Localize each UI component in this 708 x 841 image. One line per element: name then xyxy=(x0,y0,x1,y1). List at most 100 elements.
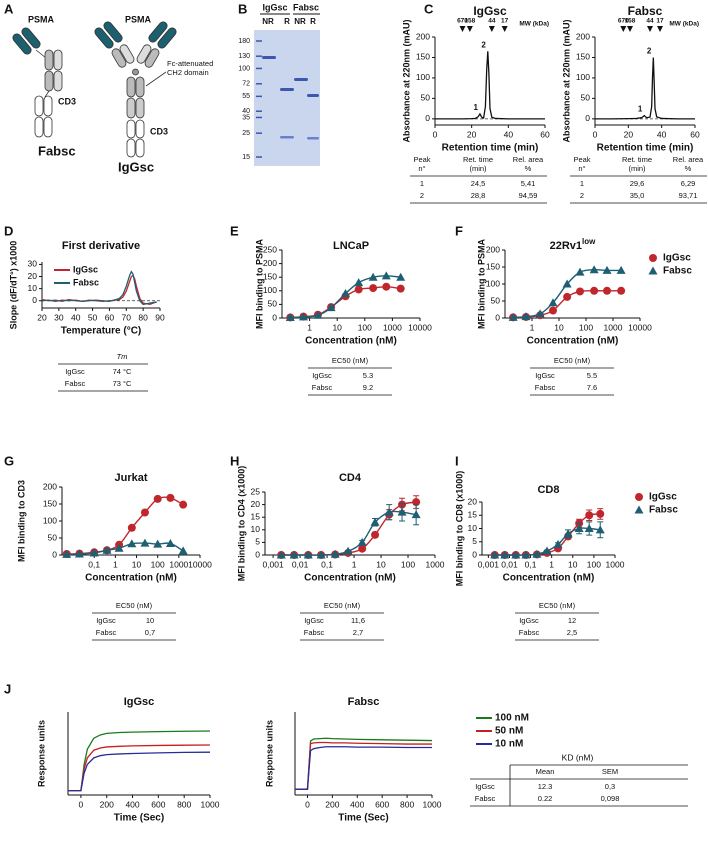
mw-marker-label: 17 xyxy=(501,18,509,25)
x-tick-label: 600 xyxy=(151,799,165,809)
marker-triangle xyxy=(648,266,658,275)
table: EC50 (nM) IgGsc 5.5 Fabsc 7.6 xyxy=(530,356,614,396)
mw-label: 55 xyxy=(242,93,250,100)
marker-circle xyxy=(596,509,605,518)
x-tick-label: 0,001 xyxy=(262,559,284,569)
marker-circle xyxy=(649,254,657,262)
y-tick-label: 0 xyxy=(52,549,57,559)
legend-label: Fabsc xyxy=(73,277,99,287)
peak-label: 1 xyxy=(638,105,643,114)
table-cell: 28,8 xyxy=(471,191,486,200)
x-tick-label: 10 xyxy=(376,559,386,569)
x-tick-label: 100 xyxy=(358,322,372,332)
table-cell: 12.3 xyxy=(538,782,553,791)
table-cell: IgGsc xyxy=(96,616,116,625)
y-tick-label: 50 xyxy=(48,532,58,542)
mw-marker xyxy=(627,26,633,32)
table-cell: 9.2 xyxy=(363,383,373,392)
x-tick-label: 20 xyxy=(624,129,634,139)
table-cell: 2,5 xyxy=(567,628,577,637)
x-tick-label: 80 xyxy=(138,312,148,322)
marker-triangle xyxy=(532,549,542,558)
marker-triangle xyxy=(316,550,326,559)
x-axis-label: Concentration (nM) xyxy=(527,336,619,347)
title-text: CD4 xyxy=(339,472,362,484)
marker-triangle xyxy=(535,309,545,318)
gel-group: Fabsc xyxy=(293,2,319,12)
marker-triangle xyxy=(575,267,585,276)
y-tick-label: 25 xyxy=(251,486,261,496)
x-tick-label: 600 xyxy=(375,799,389,809)
gel xyxy=(254,13,320,166)
x-tick-label: 100 xyxy=(587,559,601,569)
title-text: 22Rv1 xyxy=(550,240,582,252)
y-tick-label: 0 xyxy=(272,312,277,322)
x-tick-label: 1000 xyxy=(423,799,442,809)
marker-triangle xyxy=(140,538,150,547)
marker-triangle xyxy=(411,510,421,519)
table-cell: IgGsc xyxy=(304,616,324,625)
table: EC50 (nM)IgGsc 5.3 Fabsc 9.2 xyxy=(308,356,392,396)
x-tick-label: 1 xyxy=(549,559,554,569)
x-tick-label: 100 xyxy=(579,322,593,332)
marker-triangle xyxy=(74,549,84,558)
marker-circle xyxy=(354,285,363,294)
legend-label: Fabsc xyxy=(663,266,692,277)
legend-label: IgGsc xyxy=(663,253,691,264)
legend-label: IgGsc xyxy=(73,264,98,274)
mw-marker xyxy=(466,26,473,32)
table-header: n° xyxy=(418,164,425,173)
x-axis-label: Retention time (min) xyxy=(442,143,539,154)
y-tick-label: 50 xyxy=(491,295,501,305)
table-cell: 93,71 xyxy=(679,191,698,200)
diagram-label: PSMA xyxy=(125,14,152,24)
panel-label: J xyxy=(4,681,11,696)
marker-triangle xyxy=(303,550,313,559)
title-text: Fabsc xyxy=(348,696,380,708)
table-cell: 0,3 xyxy=(605,782,615,791)
y-tick-label: 100 xyxy=(486,278,500,288)
chart: First derivative Temperature (°C) Slope (d… xyxy=(8,240,165,337)
x-tick-label: 90 xyxy=(155,312,165,322)
marker-triangle xyxy=(341,289,351,298)
gel-lane: R xyxy=(284,17,290,26)
y-tick-label: 10 xyxy=(28,283,38,293)
iggsc-shape xyxy=(94,21,177,158)
table-cell: IgGsc xyxy=(312,371,332,380)
x-tick-label: 10000 xyxy=(188,559,212,569)
table-header: EC50 (nM) xyxy=(539,601,576,610)
marker-circle xyxy=(412,498,421,507)
table-cell: Fabsc xyxy=(304,628,325,637)
marker-circle xyxy=(576,287,585,296)
marker-triangle xyxy=(165,538,175,547)
chart: CD8 Concentration (nM) MFI binding to CD8 … xyxy=(454,471,678,587)
marker-triangle xyxy=(553,539,563,548)
table: KD (nM) Mean SEM IgGsc 12.3 0,3 Fabsc 0.22 0,098 xyxy=(470,752,688,807)
y-tick-label: 20 xyxy=(468,496,478,506)
table-cell: 94,59 xyxy=(519,191,538,200)
x-tick-label: 20 xyxy=(37,312,47,322)
chart-title: First derivative xyxy=(62,240,140,252)
table-cell: 1 xyxy=(420,179,424,188)
table-cell: 1 xyxy=(580,179,584,188)
table-header: EC50 (nM) xyxy=(324,601,361,610)
marker-triangle xyxy=(574,524,584,532)
panel-label: H xyxy=(230,453,239,468)
series-line xyxy=(435,51,545,120)
marker-triangle xyxy=(397,507,407,516)
x-tick-label: 0,1 xyxy=(525,559,537,569)
marker-circle xyxy=(590,286,599,295)
chart-title: LNCaP xyxy=(333,240,369,252)
title-text: CD8 xyxy=(537,484,559,496)
marker-triangle xyxy=(508,312,518,321)
table-header: EC50 (nM) xyxy=(554,356,591,365)
y-axis-label: Response units xyxy=(264,720,274,787)
marker-triangle xyxy=(500,550,510,559)
marker-triangle xyxy=(370,517,380,526)
gel-lane: NR xyxy=(294,17,306,26)
x-tick-label: 0 xyxy=(305,799,310,809)
y-tick-label: 150 xyxy=(263,271,277,281)
panel-label: F xyxy=(455,223,463,238)
table-header: Ret. time xyxy=(463,155,493,164)
table-cell: IgGsc xyxy=(519,616,539,625)
